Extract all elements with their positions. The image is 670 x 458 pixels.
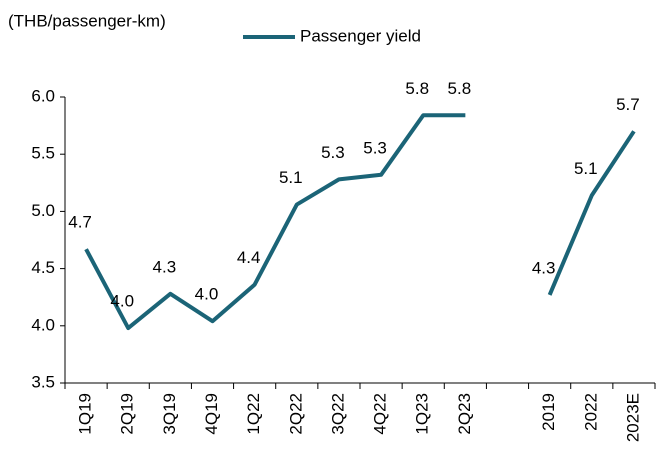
y-tick-label: 4.0: [31, 315, 55, 334]
series-line: [84, 113, 636, 331]
y-tick-label: 5.5: [31, 144, 55, 163]
x-tick-label: 4Q22: [371, 393, 390, 435]
data-label: 4.4: [237, 248, 261, 267]
x-tick-label: 1Q19: [76, 393, 95, 435]
data-label: 5.8: [448, 79, 472, 98]
data-label: 5.3: [363, 138, 387, 157]
x-tick-label: 3Q19: [160, 393, 179, 435]
x-tick-label: 2023E: [623, 393, 642, 442]
data-label: 4.0: [195, 285, 219, 304]
y-tick-label: 4.5: [31, 258, 55, 277]
data-label: 4.7: [68, 213, 92, 232]
data-label: 5.3: [321, 143, 345, 162]
x-tick-label: 2022: [581, 393, 600, 431]
x-tick-label: 1Q23: [413, 393, 432, 435]
x-tick-label: 2019: [539, 393, 558, 431]
data-label: 5.8: [405, 79, 429, 98]
x-tick-label: 1Q22: [244, 393, 263, 435]
x-tick-label: 2Q19: [118, 393, 137, 435]
data-label: 4.3: [153, 257, 177, 276]
y-tick-label: 5.0: [31, 201, 55, 220]
y-axis-label: (THB/passenger-km): [8, 11, 166, 30]
data-label: 4.3: [532, 258, 556, 277]
y-tick-label: 6.0: [31, 86, 55, 105]
data-label: 5.1: [279, 168, 303, 187]
legend-label: Passenger yield: [300, 26, 421, 45]
x-tick-label: 2Q23: [455, 393, 474, 435]
y-tick-label: 3.5: [31, 372, 55, 391]
data-label: 4.0: [110, 292, 134, 311]
data-label: 5.1: [574, 159, 598, 178]
x-tick-label: 4Q19: [202, 393, 221, 435]
x-tick-label: 2Q22: [286, 393, 305, 435]
data-label: 5.7: [616, 95, 640, 114]
x-tick-label: 3Q22: [328, 393, 347, 435]
